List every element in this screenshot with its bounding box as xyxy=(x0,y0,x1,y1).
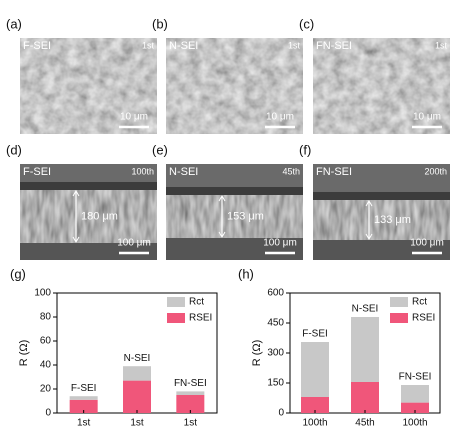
sem-image xyxy=(20,38,157,134)
panel-label: (e) xyxy=(152,142,168,157)
panel-label: (a) xyxy=(6,16,22,31)
bar-segment xyxy=(401,385,429,403)
arrow-head xyxy=(218,195,226,238)
bar-segment xyxy=(69,396,98,400)
arrow-head xyxy=(365,200,373,240)
arrow-head xyxy=(72,190,80,243)
legend-label: Rct xyxy=(412,297,427,308)
legend-swatch xyxy=(390,313,408,323)
sem-tag: N-SEI xyxy=(169,166,198,178)
cycle-label: 1st xyxy=(435,40,448,50)
y-tick-label: 100 xyxy=(34,288,51,299)
scale-label: 100 μm xyxy=(410,238,444,249)
scale-label: 100 μm xyxy=(117,238,151,249)
y-tick-label: 80 xyxy=(40,312,52,323)
sem-top xyxy=(313,164,450,192)
sem-tag: FN-SEI xyxy=(316,166,352,178)
legend-swatch xyxy=(167,297,185,307)
y-tick-label: 20 xyxy=(40,384,52,395)
bar-label: N-SEI xyxy=(352,304,379,315)
cycle-label: 1st xyxy=(288,40,301,50)
bar-segment xyxy=(176,391,205,395)
y-tick-label: 150 xyxy=(267,378,284,389)
bar-segment xyxy=(301,397,329,413)
sem-base xyxy=(166,238,303,260)
y-tick-label: 600 xyxy=(267,288,284,299)
panel-label: (b) xyxy=(152,16,168,31)
sem-top xyxy=(166,164,303,187)
panel-label: (d) xyxy=(6,142,22,157)
panel-label: (h) xyxy=(238,266,254,281)
cycle-label: 1st xyxy=(142,40,155,50)
x-tick-label: 45th xyxy=(355,418,374,429)
bar-segment xyxy=(123,366,151,381)
sem-layer xyxy=(166,195,303,238)
sem-top xyxy=(20,164,157,182)
sem-tag: F-SEI xyxy=(23,40,51,52)
bar-label: FN-SEI xyxy=(174,378,207,389)
cycle-label: 45th xyxy=(282,166,300,176)
thickness-label: 153 μm xyxy=(227,210,264,222)
y-tick-label: 0 xyxy=(45,408,51,419)
legend-label: Rct xyxy=(189,297,204,308)
legend-label: RSEI xyxy=(412,313,435,324)
bar-label: N-SEI xyxy=(124,353,151,364)
x-tick-label: 100th xyxy=(302,418,327,429)
x-tick-label: 1st xyxy=(184,418,198,429)
legend-swatch xyxy=(167,313,185,323)
y-tick-label: 450 xyxy=(267,318,284,329)
sem-tag: N-SEI xyxy=(169,40,198,52)
cycle-label: 200th xyxy=(424,166,447,176)
sem-base xyxy=(20,243,157,260)
bar-label: F-SEI xyxy=(71,383,97,394)
cycle-label: 100th xyxy=(131,166,154,176)
thickness-label: 133 μm xyxy=(374,214,411,226)
panel-label: (f) xyxy=(299,142,311,157)
legend-label: RSEI xyxy=(189,313,212,324)
scale-label: 10 μm xyxy=(266,112,294,123)
bar-label: F-SEI xyxy=(302,329,328,340)
bar-label: FN-SEI xyxy=(399,372,432,383)
sem-image xyxy=(166,38,303,134)
sem-tag: F-SEI xyxy=(23,166,51,178)
bar-segment xyxy=(401,402,429,413)
y-axis-label: R (Ω) xyxy=(251,340,263,367)
thickness-label: 180 μm xyxy=(81,210,118,222)
panel-label: (g) xyxy=(10,266,26,281)
sem-base xyxy=(313,240,450,260)
scale-label: 10 μm xyxy=(120,112,148,123)
legend-swatch xyxy=(390,297,408,307)
y-axis-label: R (Ω) xyxy=(18,340,30,367)
sem-image xyxy=(313,38,450,134)
bar-segment xyxy=(351,317,379,382)
panel-label: (c) xyxy=(299,16,314,31)
x-tick-label: 1st xyxy=(77,418,91,429)
bar-segment xyxy=(351,382,379,413)
y-tick-label: 40 xyxy=(40,360,52,371)
sem-tag: FN-SEI xyxy=(316,40,352,52)
scale-label: 10 μm xyxy=(413,112,441,123)
scale-label: 100 μm xyxy=(263,238,297,249)
y-tick-label: 300 xyxy=(267,348,284,359)
x-tick-label: 1st xyxy=(130,418,144,429)
y-tick-label: 60 xyxy=(40,336,52,347)
bar-segment xyxy=(176,395,205,413)
sem-layer xyxy=(313,200,450,240)
bar-segment xyxy=(301,342,329,397)
bar-segment xyxy=(69,399,98,413)
sem-layer xyxy=(20,190,157,243)
y-tick-label: 0 xyxy=(278,408,284,419)
bar-segment xyxy=(123,380,151,413)
x-tick-label: 100th xyxy=(402,418,427,429)
